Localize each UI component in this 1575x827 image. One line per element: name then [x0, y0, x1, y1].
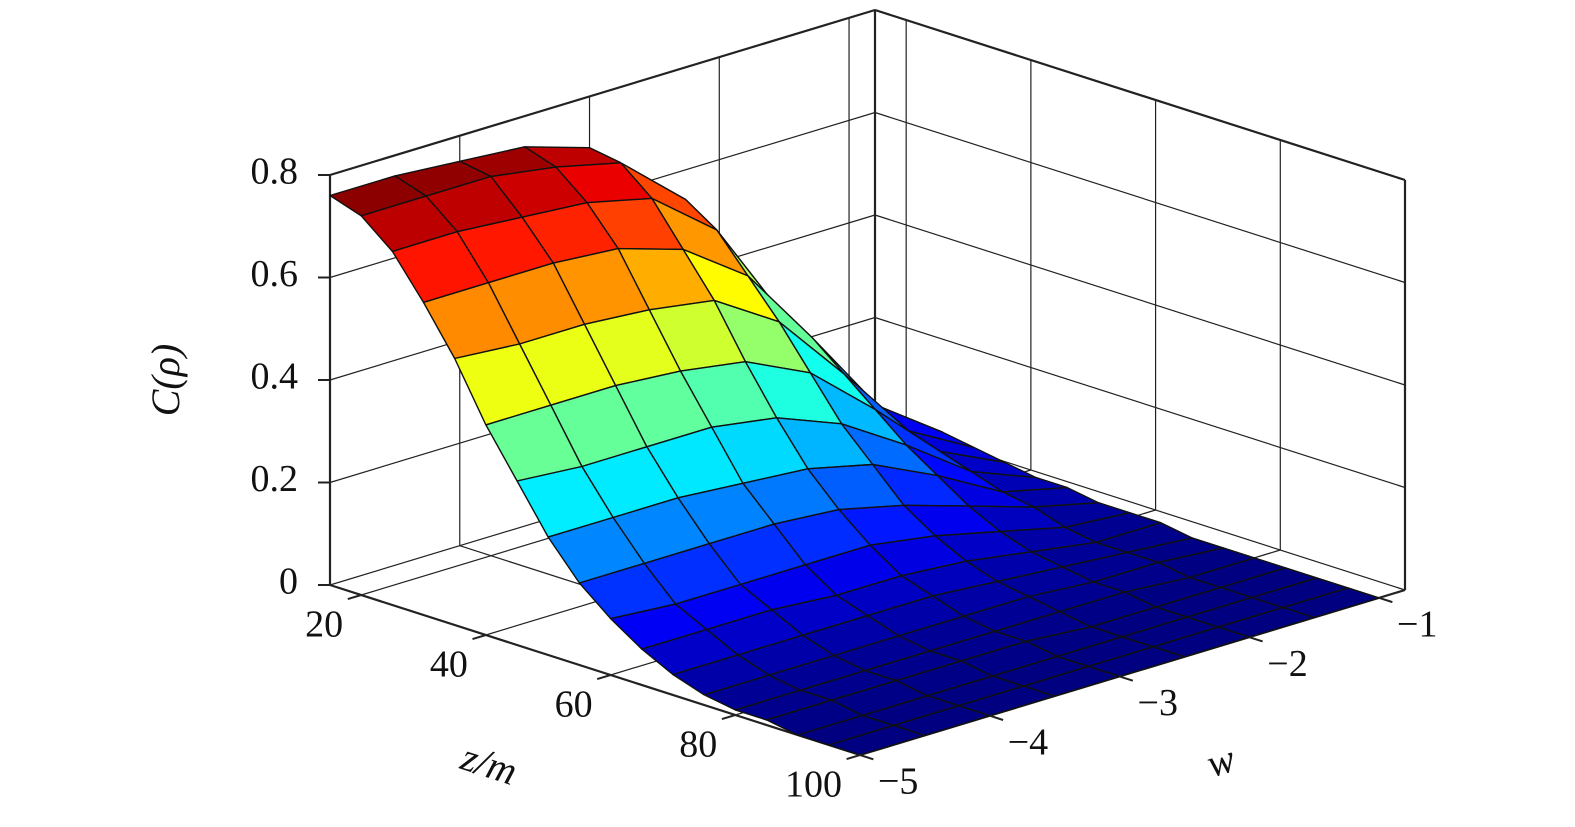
surface-patch	[828, 724, 926, 756]
x-tick	[472, 634, 487, 641]
axis-line	[874, 8, 1406, 182]
z-tick-label: 0.8	[251, 151, 299, 193]
z-axis-label: C(ρ)	[143, 344, 188, 417]
y-tick	[989, 714, 1004, 721]
y-tick	[1248, 636, 1263, 643]
x-axis-label: z/m	[455, 734, 523, 794]
z-tick-label: 0	[279, 561, 298, 603]
y-tick	[1119, 675, 1134, 682]
x-tick-label: 20	[305, 604, 343, 646]
x-tick	[721, 714, 736, 721]
x-tick-label: 60	[555, 684, 593, 726]
y-tick-label: −2	[1267, 643, 1307, 685]
x-tick	[846, 754, 861, 761]
y-tick-label: −4	[1008, 721, 1048, 763]
z-tick-label: 0.6	[251, 253, 299, 295]
y-axis-label: w	[1201, 735, 1240, 786]
z-tick-label: 0.2	[251, 458, 299, 500]
z-tick-label: 0.4	[251, 356, 299, 398]
grid-line	[874, 316, 1406, 489]
x-tick	[596, 674, 611, 681]
grid-line	[874, 111, 1406, 284]
axis-line	[329, 583, 861, 757]
axis-line	[329, 8, 876, 177]
y-tick-label: −3	[1138, 682, 1178, 724]
y-tick-label: −1	[1397, 604, 1437, 646]
grid-line	[874, 214, 1406, 386]
surface	[329, 146, 1380, 756]
y-tick	[859, 754, 874, 761]
y-tick-label: −5	[878, 761, 918, 803]
x-tick-label: 40	[430, 644, 468, 686]
y-tick	[1378, 596, 1393, 604]
x-tick	[347, 594, 362, 601]
x-tick-label: 100	[785, 764, 842, 806]
x-tick-label: 80	[679, 724, 717, 766]
